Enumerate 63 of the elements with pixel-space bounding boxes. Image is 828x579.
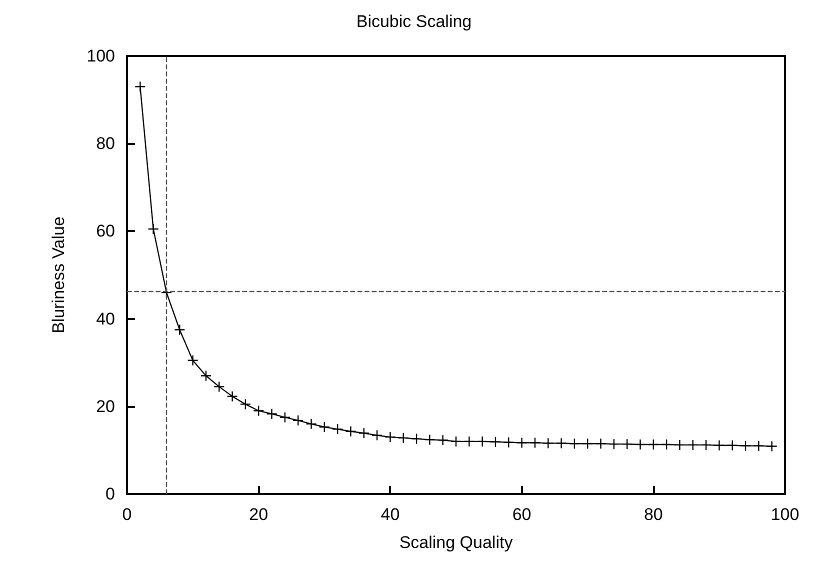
point [595,438,606,450]
point [529,437,541,448]
point [621,438,633,450]
x-tick-label: 60 [512,505,532,524]
y-tick-label: 0 [106,484,115,504]
point [660,438,672,450]
point [384,431,396,443]
point [726,440,738,451]
y-axis-title: Bluriness Value [49,216,68,334]
point [476,436,488,448]
x-axis-title: Scaling Quality [399,533,514,552]
y-tick-label: 100 [86,46,115,66]
point [200,370,212,382]
point [424,434,436,446]
chart-title: Bicubic Scaling [356,12,472,31]
x-tick-label: 80 [644,505,663,524]
x-tick-label: 0 [122,505,132,524]
point [437,434,448,446]
point [279,412,291,423]
point [687,439,698,451]
x-tick-label: 20 [249,505,268,524]
x-tick-label: 100 [770,505,800,524]
y-tick-label: 20 [96,396,115,416]
point [490,436,502,448]
point [766,440,778,452]
point [358,428,370,439]
point [568,438,580,450]
point [306,418,317,430]
point [556,438,567,449]
point [516,437,528,448]
point [226,390,238,402]
point [187,354,198,366]
point [674,439,686,451]
point [648,438,659,450]
point [240,398,252,410]
point [214,381,225,392]
point [700,439,712,451]
point [318,421,330,433]
point [582,438,594,450]
point [371,430,383,441]
point [634,438,646,450]
point [740,440,752,452]
point [410,433,422,444]
point [266,408,278,420]
point [332,424,344,435]
point [464,436,475,448]
x-tick-label: 40 [380,505,400,524]
point [398,432,409,444]
point [503,436,514,448]
point [714,440,725,451]
point [134,81,146,92]
y-tick-label: 80 [96,134,115,154]
point [450,436,462,448]
point [753,440,764,452]
point [148,223,159,235]
point [292,414,304,426]
point [253,405,264,416]
y-tick-label: 60 [96,222,115,241]
point [542,438,554,449]
point [345,426,356,437]
point [174,324,186,336]
point [608,438,620,450]
y-tick-label: 40 [96,309,115,328]
